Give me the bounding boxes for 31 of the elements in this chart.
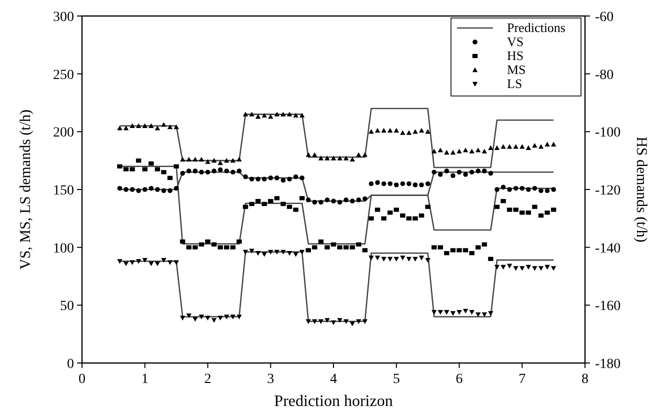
x-tick-label: 0 <box>78 372 86 387</box>
y-tick-label: 300 <box>53 10 74 25</box>
y2-tick-label: -100 <box>595 126 621 141</box>
y2-tick-label: -60 <box>595 10 614 25</box>
y2-axis-title: HS demands (t/h) <box>633 136 649 242</box>
legend-label: LS <box>507 76 522 91</box>
x-tick-label: 2 <box>204 372 212 387</box>
x-tick-label: 7 <box>518 372 526 387</box>
x-tick-label: 6 <box>456 372 463 387</box>
y2-tick-label: -80 <box>595 68 614 83</box>
y-tick-label: 50 <box>60 299 74 314</box>
y-tick-label: 250 <box>53 68 74 83</box>
y-axis-title: VS, MS, LS demands (t/h) <box>18 109 34 270</box>
y2-tick-label: -140 <box>595 241 621 256</box>
x-axis-title: Prediction horizon <box>274 393 393 410</box>
legend-label: VS <box>507 34 524 49</box>
y2-tick-label: -120 <box>595 184 621 198</box>
x-tick-label: 4 <box>330 372 337 387</box>
x-tick-label: 8 <box>582 372 588 387</box>
y-tick-label: 150 <box>53 184 74 198</box>
legend-label: Predictions <box>507 20 566 35</box>
x-tick-label: 5 <box>392 372 400 387</box>
legend-label: MS <box>507 62 526 77</box>
y2-tick-label: -160 <box>595 299 621 314</box>
y-tick-label: 200 <box>53 126 74 141</box>
x-tick-label: 1 <box>141 372 148 387</box>
y2-tick-label: -180 <box>595 357 621 372</box>
y-tick-label: 100 <box>53 241 74 256</box>
x-tick-label: 3 <box>267 372 274 387</box>
legend-label: HS <box>507 48 524 63</box>
y-tick-label: 0 <box>67 357 74 372</box>
